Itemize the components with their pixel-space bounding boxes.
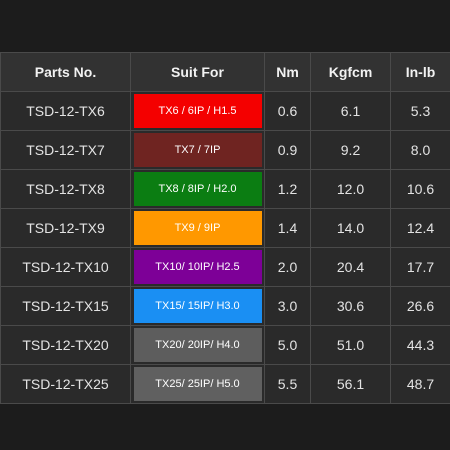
part-number-cell: TSD-12-TX25: [0, 364, 131, 404]
part-number-cell: TSD-12-TX10: [0, 247, 131, 287]
part-number-cell: TSD-12-TX9: [0, 208, 131, 248]
nm-cell: 5.5: [264, 364, 311, 404]
suit-color-chip: TX15/ 15IP/ H3.0: [133, 289, 262, 323]
nm-cell: 2.0: [264, 247, 311, 287]
suit-for-cell: TX9 / 9IP: [130, 208, 265, 248]
nm-cell: 3.0: [264, 286, 311, 326]
kgfcm-cell: 14.0: [310, 208, 391, 248]
table-row: TSD-12-TX9 TX9 / 9IP 1.4 14.0 12.4: [0, 208, 450, 248]
kgfcm-cell: 9.2: [310, 130, 391, 170]
suit-color-chip: TX7 / 7IP: [133, 133, 262, 167]
torque-spec-table-container: Parts No. Suit For Nm Kgfcm In-lb TSD-12…: [0, 52, 450, 404]
table-body: TSD-12-TX6 TX6 / 6IP / H1.5 0.6 6.1 5.3 …: [0, 91, 450, 404]
kgfcm-cell: 30.6: [310, 286, 391, 326]
torque-spec-table: Parts No. Suit For Nm Kgfcm In-lb TSD-12…: [0, 52, 450, 404]
nm-cell: 1.2: [264, 169, 311, 209]
kgfcm-cell: 6.1: [310, 91, 391, 131]
in-lb-cell: 12.4: [390, 208, 450, 248]
suit-color-chip: TX6 / 6IP / H1.5: [133, 94, 262, 128]
suit-for-cell: TX7 / 7IP: [130, 130, 265, 170]
in-lb-cell: 17.7: [390, 247, 450, 287]
in-lb-cell: 48.7: [390, 364, 450, 404]
header-kgfcm: Kgfcm: [310, 52, 391, 92]
kgfcm-cell: 20.4: [310, 247, 391, 287]
suit-for-cell: TX8 / 8IP / H2.0: [130, 169, 265, 209]
in-lb-cell: 26.6: [390, 286, 450, 326]
part-number-cell: TSD-12-TX7: [0, 130, 131, 170]
table-row: TSD-12-TX7 TX7 / 7IP 0.9 9.2 8.0: [0, 130, 450, 170]
nm-cell: 0.9: [264, 130, 311, 170]
nm-cell: 5.0: [264, 325, 311, 365]
table-row: TSD-12-TX8 TX8 / 8IP / H2.0 1.2 12.0 10.…: [0, 169, 450, 209]
in-lb-cell: 44.3: [390, 325, 450, 365]
table-row: TSD-12-TX6 TX6 / 6IP / H1.5 0.6 6.1 5.3: [0, 91, 450, 131]
part-number-cell: TSD-12-TX20: [0, 325, 131, 365]
suit-color-chip: TX20/ 20IP/ H4.0: [133, 328, 262, 362]
suit-color-chip: TX8 / 8IP / H2.0: [133, 172, 262, 206]
part-number-cell: TSD-12-TX15: [0, 286, 131, 326]
in-lb-cell: 10.6: [390, 169, 450, 209]
part-number-cell: TSD-12-TX6: [0, 91, 131, 131]
header-in-lb: In-lb: [390, 52, 450, 92]
header-nm: Nm: [264, 52, 311, 92]
kgfcm-cell: 56.1: [310, 364, 391, 404]
suit-for-cell: TX20/ 20IP/ H4.0: [130, 325, 265, 365]
suit-color-chip: TX25/ 25IP/ H5.0: [133, 367, 262, 401]
nm-cell: 0.6: [264, 91, 311, 131]
kgfcm-cell: 12.0: [310, 169, 391, 209]
suit-for-cell: TX25/ 25IP/ H5.0: [130, 364, 265, 404]
header-parts-no: Parts No.: [0, 52, 131, 92]
suit-for-cell: TX10/ 10IP/ H2.5: [130, 247, 265, 287]
suit-color-chip: TX10/ 10IP/ H2.5: [133, 250, 262, 284]
table-row: TSD-12-TX25 TX25/ 25IP/ H5.0 5.5 56.1 48…: [0, 364, 450, 404]
table-row: TSD-12-TX10 TX10/ 10IP/ H2.5 2.0 20.4 17…: [0, 247, 450, 287]
part-number-cell: TSD-12-TX8: [0, 169, 131, 209]
suit-for-cell: TX15/ 15IP/ H3.0: [130, 286, 265, 326]
header-suit-for: Suit For: [130, 52, 265, 92]
table-row: TSD-12-TX15 TX15/ 15IP/ H3.0 3.0 30.6 26…: [0, 286, 450, 326]
in-lb-cell: 8.0: [390, 130, 450, 170]
kgfcm-cell: 51.0: [310, 325, 391, 365]
in-lb-cell: 5.3: [390, 91, 450, 131]
suit-color-chip: TX9 / 9IP: [133, 211, 262, 245]
table-row: TSD-12-TX20 TX20/ 20IP/ H4.0 5.0 51.0 44…: [0, 325, 450, 365]
suit-for-cell: TX6 / 6IP / H1.5: [130, 91, 265, 131]
table-header-row: Parts No. Suit For Nm Kgfcm In-lb: [0, 52, 450, 92]
nm-cell: 1.4: [264, 208, 311, 248]
